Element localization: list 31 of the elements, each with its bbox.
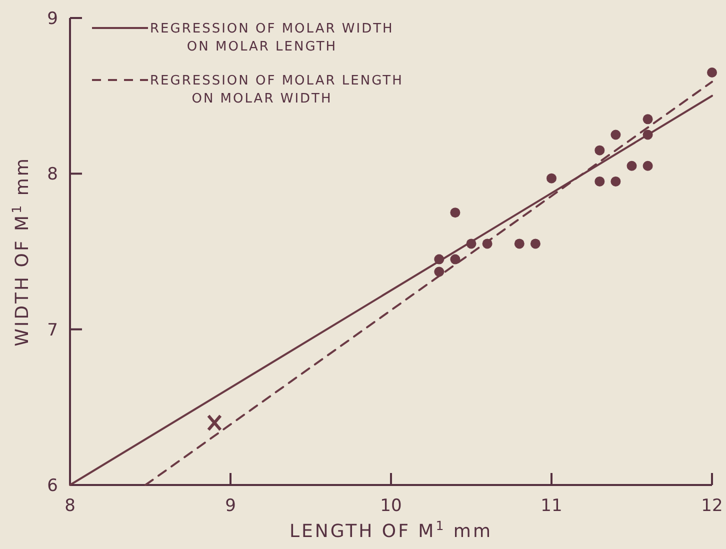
point xyxy=(530,238,540,249)
legend-label: REGRESSION OF MOLAR WIDTH ON MOLAR LENGTH xyxy=(150,22,394,55)
point xyxy=(450,254,460,264)
point xyxy=(434,254,444,264)
y-tick-label: 8 xyxy=(47,164,58,185)
point xyxy=(610,130,621,140)
point xyxy=(450,208,460,218)
point xyxy=(546,173,556,184)
point xyxy=(594,176,605,186)
legend-label: REGRESSION OF MOLAR LENGTH ON MOLAR WIDTH xyxy=(150,74,404,107)
point xyxy=(707,67,717,78)
point xyxy=(514,238,524,249)
x-tick-label: 9 xyxy=(225,496,236,516)
point xyxy=(642,160,653,171)
point xyxy=(610,176,621,186)
point xyxy=(466,238,476,249)
point xyxy=(594,145,605,156)
point xyxy=(642,130,653,140)
x-tick-label: 11 xyxy=(540,496,562,516)
x-tick-label: 10 xyxy=(380,496,402,516)
y-tick-label: 9 xyxy=(47,8,58,29)
point xyxy=(434,266,444,277)
point xyxy=(642,114,653,124)
x-tick-label: 8 xyxy=(64,496,76,516)
x-axis-title: LENGTH OF M$^{1}$ mm xyxy=(289,518,493,542)
x-tick-label: 12 xyxy=(701,496,723,516)
point xyxy=(482,238,492,249)
point xyxy=(206,414,222,432)
point xyxy=(626,160,637,171)
y-tick-label: 7 xyxy=(47,320,58,340)
y-tick-label: 6 xyxy=(47,476,58,496)
